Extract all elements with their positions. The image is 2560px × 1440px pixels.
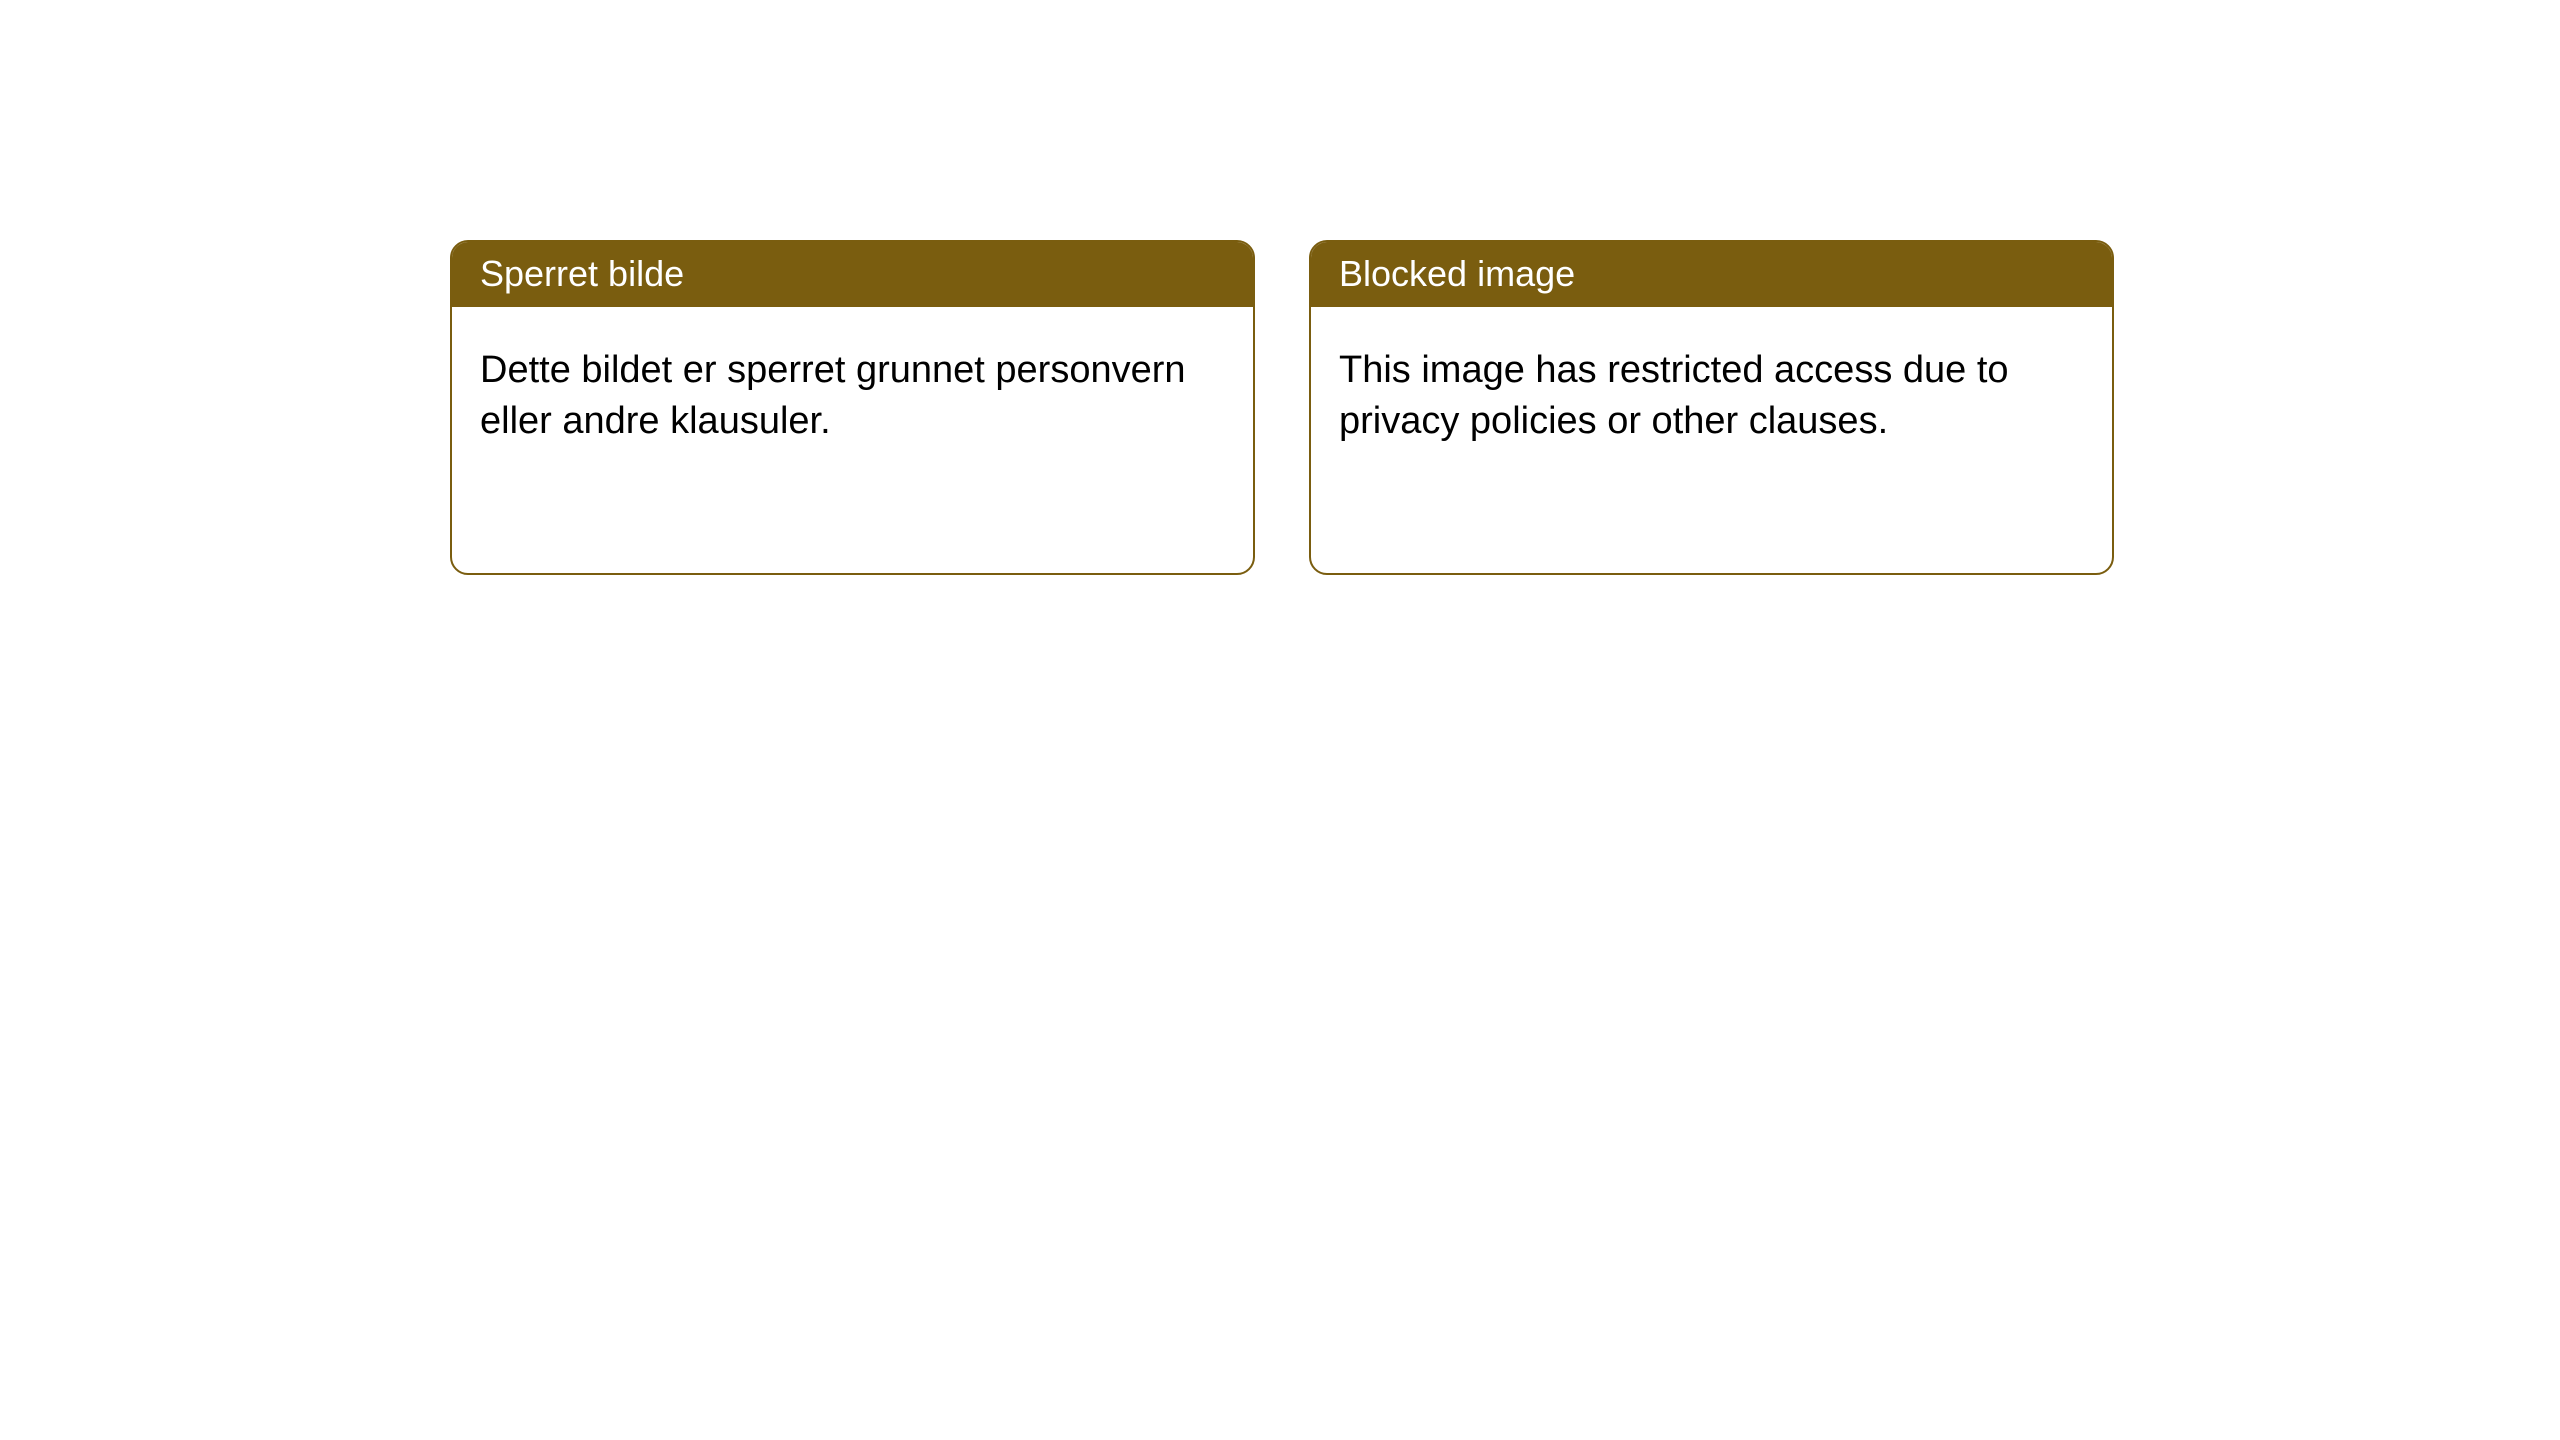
notice-title: Blocked image bbox=[1339, 253, 1575, 294]
notice-text: This image has restricted access due to … bbox=[1339, 349, 2009, 442]
notice-card-english: Blocked image This image has restricted … bbox=[1309, 240, 2114, 575]
notice-container: Sperret bilde Dette bildet er sperret gr… bbox=[0, 0, 2560, 575]
notice-card-norwegian: Sperret bilde Dette bildet er sperret gr… bbox=[450, 240, 1255, 575]
notice-title: Sperret bilde bbox=[480, 253, 684, 294]
notice-text: Dette bildet er sperret grunnet personve… bbox=[480, 349, 1186, 442]
notice-body: Dette bildet er sperret grunnet personve… bbox=[452, 307, 1253, 486]
notice-header: Sperret bilde bbox=[452, 242, 1253, 307]
notice-header: Blocked image bbox=[1311, 242, 2112, 307]
notice-body: This image has restricted access due to … bbox=[1311, 307, 2112, 486]
